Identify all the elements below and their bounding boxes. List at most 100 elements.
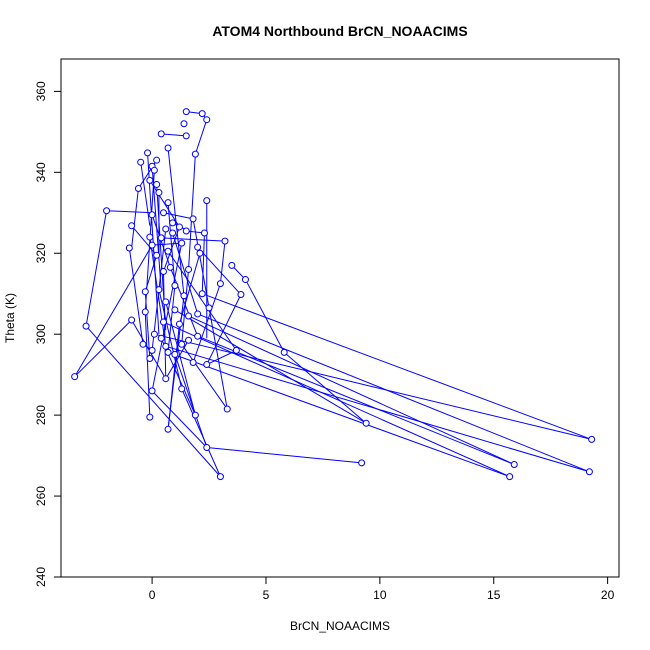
x-axis-label: BrCN_NOAACIMS — [290, 619, 390, 633]
series-line-segment — [167, 250, 237, 351]
series-line-segment — [194, 119, 208, 155]
data-point — [153, 156, 161, 164]
series-line-segment — [167, 285, 176, 353]
series-line-segment — [131, 319, 167, 379]
y-tick-label: 280 — [34, 405, 48, 425]
y-tick-label: 320 — [34, 243, 48, 263]
data-point — [203, 361, 211, 369]
series-line-segment — [181, 388, 221, 477]
series-line-segment — [144, 291, 151, 359]
series-line-segment — [206, 447, 362, 464]
data-point — [148, 387, 156, 395]
series-line-segment — [131, 188, 139, 249]
series-line-segment — [283, 352, 367, 424]
data-point — [134, 185, 142, 192]
data-point — [139, 340, 147, 348]
series-line-segment — [169, 267, 199, 337]
y-tick-label: 240 — [34, 567, 48, 587]
x-tick-label: 15 — [487, 588, 501, 602]
series-line-segment — [85, 325, 221, 477]
series-line-segment — [245, 279, 285, 353]
data-point — [146, 413, 154, 421]
data-point — [157, 334, 165, 342]
series-line-segment — [206, 294, 242, 365]
data-point — [169, 219, 177, 227]
data-point — [191, 150, 199, 158]
data-point — [237, 291, 245, 299]
x-tick-label: 5 — [263, 588, 270, 602]
data-point — [141, 308, 149, 316]
data-point — [162, 342, 170, 350]
series-line-segment — [144, 255, 158, 292]
data-point — [203, 116, 211, 124]
data-point — [203, 444, 211, 451]
data-point — [196, 249, 204, 257]
y-tick-label: 360 — [34, 81, 48, 101]
series-points — [71, 108, 596, 481]
data-point — [171, 350, 179, 358]
series-line-segment — [158, 289, 183, 389]
data-point — [203, 197, 211, 205]
data-point — [362, 419, 370, 427]
data-point — [189, 215, 197, 223]
series-line-segment — [201, 232, 205, 294]
data-point — [82, 322, 90, 330]
series-line-segment — [161, 133, 187, 137]
data-point — [200, 229, 208, 237]
series-line-segment — [165, 301, 196, 416]
data-point — [169, 229, 177, 237]
data-point — [171, 282, 179, 290]
data-point — [588, 435, 596, 443]
data-point — [159, 267, 167, 275]
series-line-segment — [206, 349, 237, 365]
data-point — [128, 316, 136, 324]
data-point — [171, 306, 179, 314]
y-axis-label: Theta (K) — [3, 293, 17, 343]
y-tick-label: 300 — [34, 324, 48, 344]
data-point — [128, 222, 136, 230]
y-tick-label: 340 — [34, 162, 48, 182]
data-point — [228, 261, 236, 269]
data-point — [146, 233, 154, 241]
data-point — [144, 149, 152, 157]
data-point — [71, 373, 79, 381]
data-point — [103, 207, 111, 215]
series-line-segment — [144, 311, 151, 418]
data-point — [164, 144, 172, 152]
series-line-segment — [151, 390, 208, 448]
series-line-segment — [165, 340, 189, 379]
series-line-segment — [149, 180, 180, 228]
series-line-segment — [197, 335, 515, 465]
data-point — [223, 405, 231, 413]
data-point — [164, 247, 172, 255]
data-point — [185, 336, 193, 344]
series-line-segment — [74, 319, 132, 378]
data-point — [164, 199, 172, 207]
series-line-segment — [188, 315, 515, 465]
series-line-segment — [74, 244, 153, 377]
data-point — [205, 304, 213, 312]
series-line-segment — [154, 333, 592, 440]
data-point — [146, 354, 154, 362]
series-line-segment — [174, 309, 367, 424]
series-line-segment — [192, 283, 221, 363]
series-line-segment — [163, 321, 510, 478]
data-point — [585, 468, 593, 476]
series-line-segment — [192, 218, 210, 308]
series-line-segment — [197, 313, 590, 473]
y-axis: 240 260 280 300 320 340 360 — [34, 81, 62, 587]
series-line-segment — [152, 242, 182, 246]
series-line-segment — [172, 232, 199, 315]
data-point — [141, 288, 149, 296]
data-point — [175, 320, 183, 328]
data-point — [153, 251, 161, 259]
data-point — [125, 244, 133, 252]
series-line-segment — [181, 344, 228, 410]
series-line-segment — [163, 226, 180, 272]
data-point — [280, 348, 288, 356]
data-point — [182, 227, 190, 235]
x-tick-label: 0 — [149, 588, 156, 602]
data-point — [162, 298, 170, 306]
